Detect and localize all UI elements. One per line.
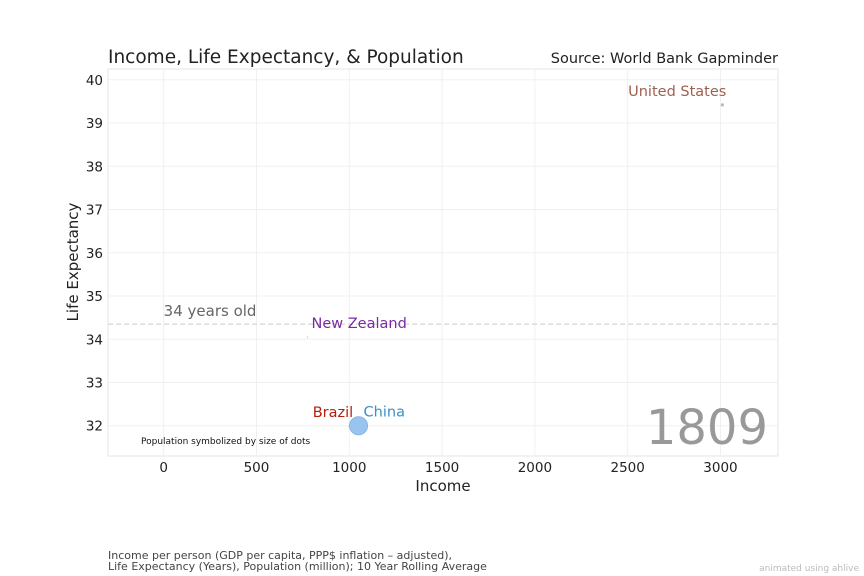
- x-tick-label-3: 1500: [425, 460, 459, 476]
- point-label-united-states: United States: [628, 84, 726, 100]
- chart-title: Income, Life Expectancy, & Population: [108, 47, 464, 68]
- x-tick-label-2: 1000: [332, 460, 366, 476]
- point-label-brazil: Brazil: [313, 405, 353, 421]
- y-tick-label-4: 36: [86, 246, 103, 262]
- y-tick-label-6: 38: [86, 159, 103, 175]
- grid: [108, 69, 778, 456]
- point-china: [349, 416, 369, 436]
- x-tick-label-5: 2500: [610, 460, 644, 476]
- y-tick-label-7: 39: [86, 116, 103, 132]
- x-tick-label-6: 3000: [703, 460, 737, 476]
- plot-area: [107, 68, 779, 457]
- size-note: Population symbolized by size of dots: [141, 437, 310, 447]
- y-tick-label-2: 34: [86, 332, 103, 348]
- point-united-states: [720, 103, 724, 107]
- x-tick-label-0: 0: [159, 460, 168, 476]
- credit: animated using ahlive: [759, 564, 859, 574]
- y-tick-label-1: 33: [86, 375, 103, 391]
- y-tick-label-0: 32: [86, 419, 103, 435]
- footnote-line-2: Life Expectancy (Years), Population (mil…: [108, 560, 487, 573]
- x-axis-label: Income: [415, 477, 470, 495]
- x-tick-label-1: 500: [244, 460, 270, 476]
- footnote-line-1: Income per person (GDP per capita, PPP$ …: [108, 549, 452, 562]
- point-new-zealand: [306, 336, 309, 338]
- ticks: 0 500 1000 1500 2000 2500 3000 32 33 34 35 36 37 38 39…: [86, 73, 738, 476]
- point-label-china: China: [364, 405, 405, 421]
- y-axis-label: Life Expectancy: [64, 202, 82, 321]
- point-label-new-zealand: New Zealand: [312, 316, 407, 332]
- x-tick-label-4: 2000: [518, 460, 552, 476]
- chart-source: Source: World Bank Gapminder: [551, 51, 778, 67]
- reference-line-label: 34 years old: [164, 302, 257, 320]
- y-tick-label-3: 35: [86, 289, 103, 305]
- points: United States New Zealand Brazil China: [306, 84, 726, 436]
- reference-line-group: 34 years old: [108, 302, 778, 325]
- year-label: 1809: [646, 400, 768, 456]
- y-tick-label-8: 40: [86, 73, 103, 89]
- y-tick-label-5: 37: [86, 203, 103, 219]
